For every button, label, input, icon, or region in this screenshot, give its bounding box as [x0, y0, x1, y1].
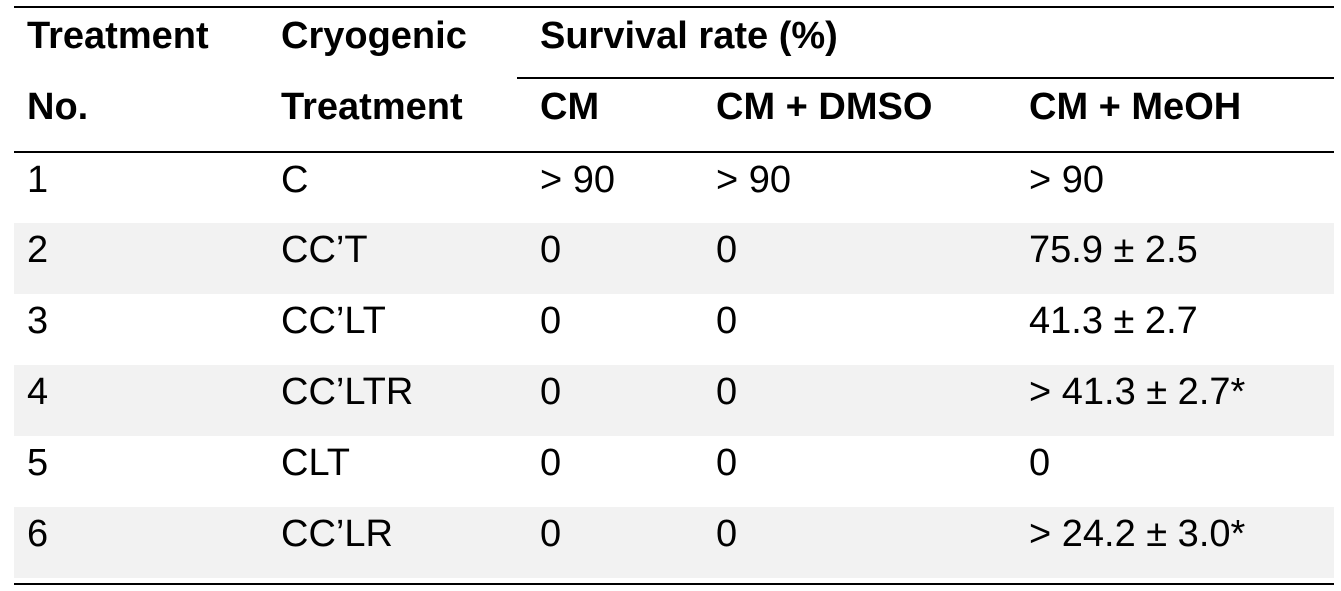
cell-cm: 0 [540, 371, 562, 413]
row-shade [14, 365, 1334, 436]
cell-treatment-no: 3 [27, 300, 49, 342]
header-survival-rate: Survival rate (%) [540, 15, 838, 57]
cell-cm-dmso: > 90 [716, 159, 792, 201]
top-rule [14, 6, 1334, 8]
header-cm: CM [540, 86, 600, 128]
cell-treatment-no: 4 [27, 371, 49, 413]
cell-treatment-no: 2 [27, 229, 49, 271]
row-shade [14, 507, 1334, 578]
header-bottom-rule [14, 151, 1334, 153]
cell-cm-dmso: 0 [716, 300, 738, 342]
cell-cm: 0 [540, 442, 562, 484]
cell-cm-dmso: 0 [716, 513, 738, 555]
cell-cm-meoh: 0 [1029, 442, 1051, 484]
cell-cryogenic-treatment: CLT [281, 442, 350, 484]
cell-cm: > 90 [540, 159, 616, 201]
cell-cm-meoh: 41.3 ± 2.7 [1029, 300, 1198, 342]
header-treatment-no-line1: Treatment [27, 15, 209, 57]
cell-cm-dmso: 0 [716, 371, 738, 413]
cell-cm-meoh: > 90 [1029, 159, 1105, 201]
cell-cm-meoh: 75.9 ± 2.5 [1029, 229, 1198, 271]
cell-cryogenic-treatment: CC’LR [281, 513, 393, 555]
cell-treatment-no: 5 [27, 442, 49, 484]
header-cryogenic-treatment-line2: Treatment [281, 86, 463, 128]
cell-cryogenic-treatment: CC’LTR [281, 371, 414, 413]
cell-cm-meoh: > 41.3 ± 2.7* [1029, 371, 1246, 413]
cell-cryogenic-treatment: C [281, 159, 309, 201]
cell-cm: 0 [540, 300, 562, 342]
cell-treatment-no: 1 [27, 159, 49, 201]
cell-cryogenic-treatment: CC’LT [281, 300, 386, 342]
header-cryogenic-treatment-line1: Cryogenic [281, 15, 467, 57]
header-treatment-no-line2: No. [27, 86, 89, 128]
cell-cryogenic-treatment: CC’T [281, 229, 368, 271]
group-underline [517, 77, 1334, 79]
bottom-rule [14, 583, 1334, 585]
row-shade [14, 223, 1334, 294]
cell-cm: 0 [540, 229, 562, 271]
cell-treatment-no: 6 [27, 513, 49, 555]
cell-cm-dmso: 0 [716, 442, 738, 484]
cell-cm-dmso: 0 [716, 229, 738, 271]
header-cm-meoh: CM + MeOH [1029, 86, 1242, 128]
cell-cm-meoh: > 24.2 ± 3.0* [1029, 513, 1246, 555]
header-cm-dmso: CM + DMSO [716, 86, 933, 128]
cell-cm: 0 [540, 513, 562, 555]
